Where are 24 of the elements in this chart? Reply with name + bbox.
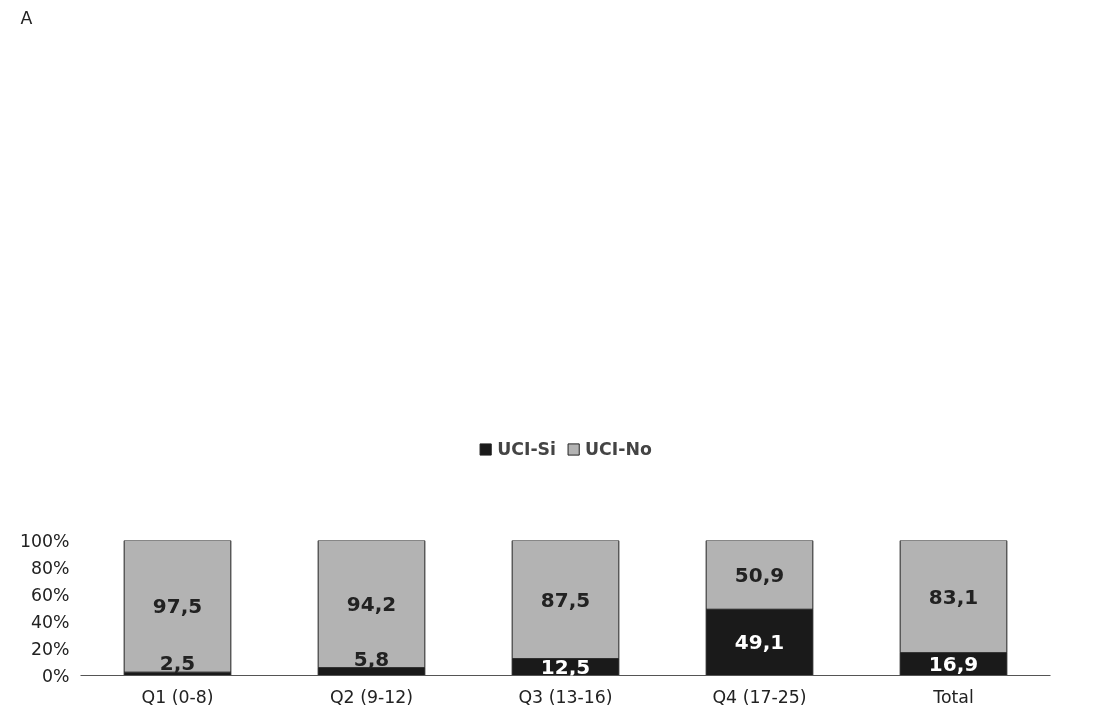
data-label: 97,5 xyxy=(152,594,203,619)
text: A xyxy=(20,7,33,28)
y-tick-label: 60% xyxy=(30,584,70,605)
y-tick-label: 80% xyxy=(30,557,70,578)
data-label: 5,8 xyxy=(353,646,390,671)
legend-label: UCI-No xyxy=(585,438,652,459)
x-tick-label: Q4 (17-25) xyxy=(712,686,807,707)
x-tick-label: Q2 (9-12) xyxy=(329,686,414,707)
data-label: 50,9 xyxy=(734,562,785,587)
x-tick-label: Q3 (13-16) xyxy=(518,686,613,707)
data-label: 2,5 xyxy=(159,651,196,676)
y-tick-label: 100% xyxy=(19,530,70,551)
x-tick-label: Total xyxy=(932,686,974,707)
data-label: 16,9 xyxy=(928,652,979,677)
data-label: 87,5 xyxy=(540,587,591,612)
x-tick-label: Q1 (0-8) xyxy=(141,686,214,707)
y-tick-label: 40% xyxy=(30,611,70,632)
data-label: 49,1 xyxy=(734,630,785,655)
bar xyxy=(123,540,232,673)
data-label: 83,1 xyxy=(928,584,979,609)
y-tick-label: 0% xyxy=(42,665,70,686)
y-tick-label: 20% xyxy=(30,638,70,659)
data-label: 94,2 xyxy=(346,592,397,617)
legend-label: UCI-Si xyxy=(497,438,557,459)
